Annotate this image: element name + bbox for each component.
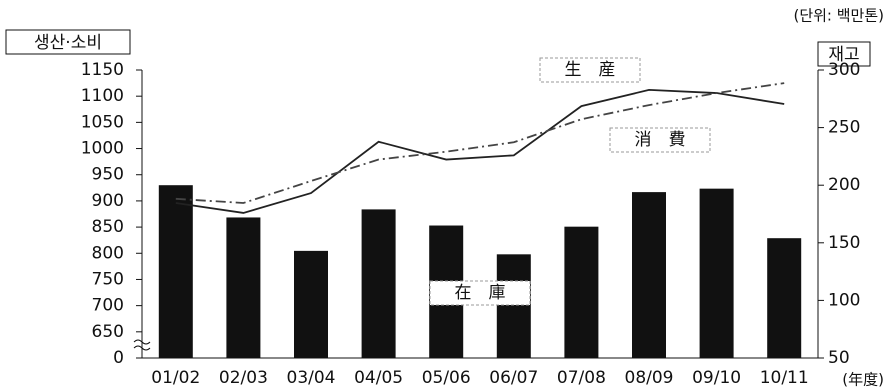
bar <box>564 226 599 358</box>
bar <box>632 192 666 358</box>
series-label-box <box>539 57 641 83</box>
series-label: 在 庫 <box>455 283 506 303</box>
y-axis-label: 생산·소비 <box>34 33 102 53</box>
line <box>175 82 785 204</box>
y2-tick-label: 150 <box>828 233 860 253</box>
bar <box>158 185 193 358</box>
y2-axis-label: 재고 <box>828 45 859 65</box>
y-tick-label: 1050 <box>81 112 124 132</box>
y2-tick-label: 50 <box>828 348 850 368</box>
y2-tick-label: 300 <box>828 60 860 80</box>
series-label-box <box>429 280 531 306</box>
y-tick-label: 1150 <box>81 60 124 80</box>
unit-label: (단위: 백만톤) <box>793 7 884 25</box>
y-tick-label: 800 <box>92 243 124 263</box>
y2-label-box <box>817 41 871 67</box>
y-tick-label: 1100 <box>81 86 124 106</box>
x-tick-label: 09/10 <box>692 368 741 388</box>
y-tick-label: 850 <box>92 217 124 237</box>
x-tick-label: 05/06 <box>422 368 471 388</box>
y-tick-label: 950 <box>92 165 124 185</box>
y-tick-label: 700 <box>92 296 124 316</box>
series-label: 生 産 <box>565 60 616 80</box>
x-unit-label: (年度) <box>842 371 884 389</box>
y2-tick-label: 200 <box>828 175 860 195</box>
y2-tick-label: 250 <box>828 118 860 138</box>
x-tick-label: 02/03 <box>219 368 268 388</box>
x-tick-label: 04/05 <box>354 368 403 388</box>
y-tick-label: 750 <box>92 269 124 289</box>
series-label-box <box>609 127 711 153</box>
x-tick-label: 06/07 <box>489 368 538 388</box>
bar <box>294 250 328 358</box>
y-tick-label: 650 <box>92 322 124 342</box>
line <box>175 88 785 214</box>
bar <box>361 209 396 358</box>
bar <box>496 254 531 358</box>
bar <box>767 238 802 358</box>
x-tick-label: 07/08 <box>557 368 606 388</box>
bar <box>699 188 734 358</box>
y2-tick-label: 100 <box>828 290 860 310</box>
x-tick-label: 03/04 <box>287 368 336 388</box>
y-tick-label: 900 <box>92 191 124 211</box>
x-tick-label: 01/02 <box>151 368 200 388</box>
bar <box>226 217 261 358</box>
y-tick-label: 0 <box>113 348 124 368</box>
axis-break <box>133 339 151 351</box>
x-tick-label: 08/09 <box>625 368 674 388</box>
series-label: 消 費 <box>635 130 686 150</box>
y-label-box <box>5 29 131 55</box>
y-tick-label: 1000 <box>81 139 124 159</box>
x-tick-label: 10/11 <box>760 368 809 388</box>
